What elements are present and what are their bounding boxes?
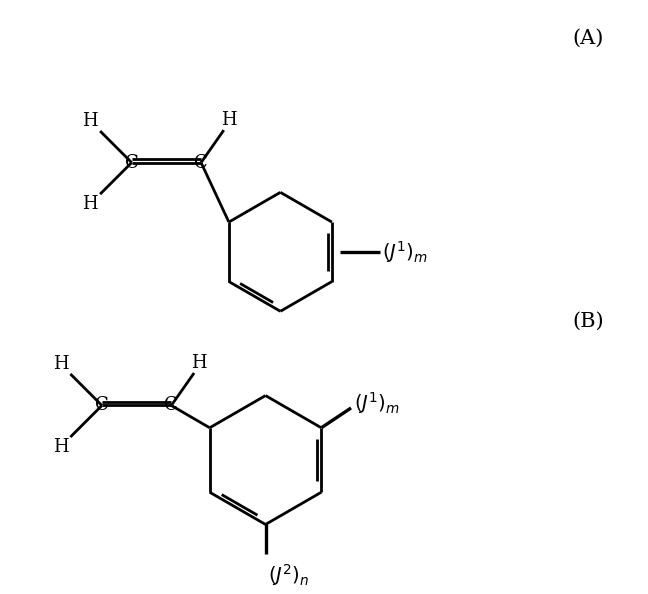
Text: $(J^2)_n$: $(J^2)_n$: [268, 562, 310, 588]
Text: H: H: [82, 112, 98, 130]
Text: $(J^1)_m$: $(J^1)_m$: [382, 239, 428, 265]
Text: (A): (A): [572, 29, 603, 48]
Text: H: H: [52, 438, 68, 456]
Text: $(J^1)_m$: $(J^1)_m$: [354, 390, 400, 416]
Text: C: C: [165, 396, 178, 415]
Text: C: C: [95, 396, 109, 415]
Text: (B): (B): [572, 312, 603, 331]
Text: C: C: [125, 154, 139, 172]
Text: H: H: [82, 195, 98, 213]
Text: H: H: [52, 355, 68, 373]
Text: H: H: [221, 111, 237, 129]
Text: H: H: [191, 354, 207, 372]
Text: C: C: [194, 154, 208, 172]
